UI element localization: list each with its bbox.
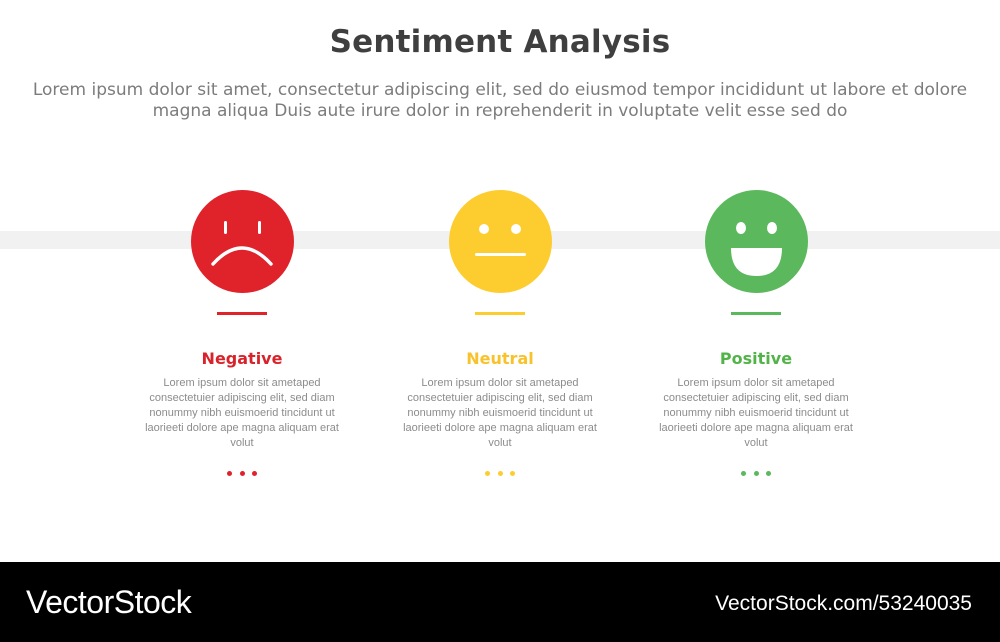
sentiment-label: Positive	[719, 349, 793, 368]
page-subtitle: Lorem ipsum dolor sit amet, consectetur …	[32, 80, 968, 121]
watermark-footer: VectorStock VectorStock.com/53240035	[0, 562, 1000, 642]
card-divider	[217, 312, 267, 315]
sentiment-description: Lorem ipsum dolor sit ametaped consectet…	[403, 377, 597, 449]
sentiment-label: Neutral	[466, 349, 534, 368]
sentiment-label: Negative	[201, 349, 283, 368]
more-dots-icon	[227, 471, 257, 477]
sentiment-description: Lorem ipsum dolor sit ametaped consectet…	[659, 377, 853, 449]
more-dots-icon	[485, 471, 515, 477]
page-title: Sentiment Analysis	[329, 24, 671, 60]
sentiment-description: Lorem ipsum dolor sit ametaped consectet…	[145, 377, 339, 449]
neutral-face-icon	[449, 190, 552, 293]
brand-url: VectorStock.com/53240035	[715, 592, 972, 615]
happy-face-icon	[705, 190, 808, 293]
sad-face-icon	[191, 190, 294, 293]
card-divider	[731, 312, 781, 315]
brand-logo: VectorStock	[26, 584, 192, 620]
more-dots-icon	[741, 471, 771, 477]
card-divider	[475, 312, 525, 315]
